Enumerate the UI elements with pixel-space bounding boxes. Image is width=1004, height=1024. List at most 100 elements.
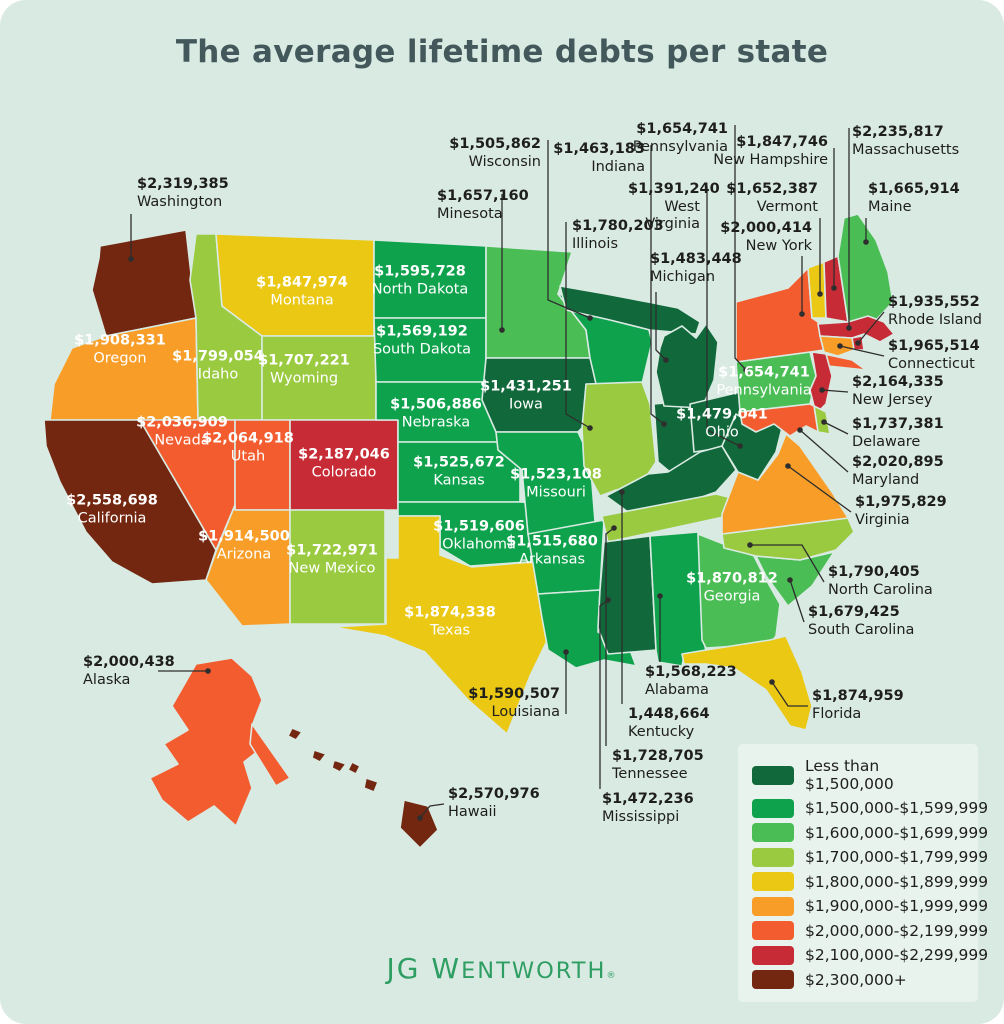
leader-dot-minnesota [499,327,505,333]
leader-dot-north-carolina [747,542,753,548]
leader-dot-virginia [785,463,791,469]
leader-dot-mississippi [605,597,611,603]
state-shape-michigan-lower [655,323,719,409]
leader-line-south-carolina [789,579,805,623]
state-shape-south-dakota [373,317,487,383]
legend-label-b2: $1,500,000-$1,599,999 [805,799,989,817]
leader-line-new-jersey [821,389,849,393]
legend-swatch-b4 [752,847,794,867]
state-shape-florida [681,635,813,731]
legend-label-b7: $2,000,000-$2,199,999 [805,921,989,940]
leader-dot-rhode-island [855,340,861,346]
leader-line-rhode-island [857,311,885,344]
state-shape-virginia [721,433,849,535]
leader-line-maryland [799,429,849,473]
leader-line-pennsylvania [734,125,747,371]
legend-swatch-b5 [752,872,794,891]
legend-swatch-b7 [752,921,794,940]
legend-item-b4: $1,700,000-$1,799,999 [752,847,988,867]
legend-swatch-b1 [752,765,794,785]
state-shape-utah [234,419,291,511]
state-shape-texas [332,515,561,735]
leader-line-illinois [565,222,591,429]
state-shape-michigan-upper [559,285,701,335]
leader-dot-alabama [657,593,663,599]
legend-item-b7: $2,000,000-$2,199,999 [752,921,988,940]
leader-line-virginia [787,465,852,513]
legend-item-b1: Less than $1,500,000 [752,757,964,793]
state-shape-hawaii-island-4 [347,761,361,775]
leader-dot-delaware [821,419,827,425]
leader-dot-illinois [587,425,593,431]
legend-label-b6: $1,900,000-$1,999,999 [805,897,989,915]
leader-dot-florida [769,679,775,685]
leader-dot-maine [863,239,869,245]
state-shape-washington [91,229,197,337]
state-shape-alaska-panhandle [249,723,291,787]
state-shape-hawaii-island-2 [311,749,327,763]
leader-dot-hawaii [417,815,423,821]
state-shape-oregon [49,317,199,421]
state-shape-georgia [697,533,781,649]
leader-line-delaware [823,421,849,435]
legend-swatch-b3 [752,823,794,842]
state-shape-hawaii-island-1 [287,727,303,741]
legend-list: Less than $1,500,000 $1,500,000-$1,599,99… [752,757,988,989]
state-shape-new-mexico [289,509,386,625]
registered-mark-icon: ® [606,971,618,981]
state-shape-hawaii-island-3 [331,759,347,773]
leader-dot-new-jersey [819,387,825,393]
state-shape-hawaii-island-5 [363,777,379,793]
brand-logo-text-large: JG W [386,952,462,985]
state-shape-vermont [807,261,827,319]
leader-line-connecticut [839,345,885,357]
leader-line-tennessee [605,527,615,746]
state-shape-north-dakota [373,239,487,319]
state-shapes [43,213,895,849]
legend-item-b2: $1,500,000-$1,599,999 [752,798,988,818]
state-shape-colorado [289,419,399,511]
leader-dot-massachusetts [846,325,852,331]
legend-swatch-b2 [752,798,794,818]
leader-dot-west-virginia [737,443,743,449]
legend-item-b5: $1,800,000-$1,899,999 [752,872,988,891]
state-shape-mississippi [597,535,657,655]
legend-swatch-b9 [752,970,794,989]
leader-line-north-carolina [750,544,825,583]
leader-dot-south-carolina [787,577,793,583]
state-shape-connecticut [819,335,855,357]
legend-label-b8: $2,100,000-$2,299,999 [805,946,989,964]
state-shape-alaska [149,657,263,827]
leader-lines [128,125,885,821]
legend-item-b8: $2,100,000-$2,299,999 [752,945,988,965]
state-shape-kansas [397,441,521,503]
leader-line-mississippi [599,599,609,789]
state-shape-wyoming [261,335,377,421]
leader-dot-new-york [799,311,805,317]
leader-dot-alaska [205,668,211,674]
legend-label-b9: $2,300,000+ [805,970,907,989]
leader-dot-louisiana [563,649,569,655]
legend-label-b5: $1,800,000-$1,899,999 [805,872,989,891]
leader-dot-kentucky [619,489,625,495]
leader-dot-washington [128,256,134,262]
legend-item-b6: $1,900,000-$1,999,999 [752,896,988,916]
legend-item-b3: $1,600,000-$1,699,999 [752,823,988,842]
leader-line-hawaii [419,803,445,819]
legend-swatch-b8 [752,945,794,965]
leader-dot-michigan [663,357,669,363]
state-shape-new-jersey [809,351,833,415]
legend-swatch-b6 [752,896,794,916]
leader-dot-indiana [661,421,667,427]
leader-dot-maryland [797,427,803,433]
legend-item-b9: $2,300,000+ [752,970,964,989]
legend: Less than $1,500,000 $1,500,000-$1,599,99… [738,744,988,1002]
brand-logo: JG WENTWORTH® [0,952,1004,985]
leader-line-west-virginia [706,186,741,447]
legend-label-b3: $1,600,000-$1,699,999 [805,823,989,842]
leader-line-michigan [655,292,667,361]
page-title: The average lifetime debts per state [175,34,829,70]
brand-logo-text-small: ENTWORTH [461,958,607,984]
